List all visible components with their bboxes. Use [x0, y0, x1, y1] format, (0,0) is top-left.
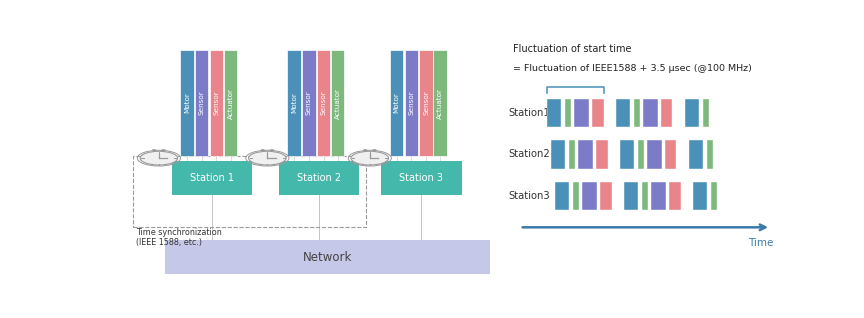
Bar — [569, 140, 575, 169]
Bar — [288, 50, 301, 156]
Bar — [592, 99, 604, 127]
Bar — [224, 50, 238, 156]
Bar — [643, 99, 658, 127]
Bar — [550, 140, 565, 169]
Bar — [633, 99, 639, 127]
Bar — [574, 99, 588, 127]
Text: Time synchronization
(IEEE 1588, etc.): Time synchronization (IEEE 1588, etc.) — [137, 228, 222, 247]
Bar — [702, 99, 708, 127]
Circle shape — [351, 151, 389, 165]
Text: Actuator: Actuator — [437, 87, 443, 119]
Bar — [669, 182, 681, 210]
Text: Fluctuation of start time: Fluctuation of start time — [513, 44, 632, 54]
Text: Station3: Station3 — [508, 191, 550, 201]
Bar — [596, 140, 607, 169]
Text: Sensor: Sensor — [423, 91, 429, 115]
Circle shape — [261, 149, 264, 151]
Text: = Fluctuation of IEEE1588 + 3.5 μsec (@100 MHz): = Fluctuation of IEEE1588 + 3.5 μsec (@1… — [513, 64, 752, 73]
Text: Station 3: Station 3 — [399, 173, 443, 183]
Bar — [661, 99, 672, 127]
Bar — [600, 182, 612, 210]
Text: Network: Network — [302, 251, 352, 264]
Bar — [331, 50, 345, 156]
Bar — [547, 99, 562, 127]
Circle shape — [140, 151, 178, 165]
Text: Actuator: Actuator — [227, 87, 233, 119]
Text: Sensor: Sensor — [306, 91, 312, 115]
Bar — [390, 50, 403, 156]
Circle shape — [162, 149, 165, 151]
Text: Station 2: Station 2 — [297, 173, 341, 183]
Text: Actuator: Actuator — [334, 87, 340, 119]
Text: Motor: Motor — [184, 93, 190, 114]
Bar — [711, 182, 716, 210]
Text: Time: Time — [748, 238, 773, 248]
Bar — [578, 140, 593, 169]
Bar — [419, 50, 433, 156]
Text: Sensor: Sensor — [321, 91, 327, 115]
Bar — [647, 140, 662, 169]
Bar — [181, 50, 194, 156]
Text: Station1: Station1 — [508, 108, 550, 118]
Bar — [624, 182, 638, 210]
Bar — [555, 182, 569, 210]
Bar — [689, 140, 703, 169]
Text: Sensor: Sensor — [409, 91, 415, 115]
Circle shape — [152, 149, 156, 151]
Text: Motor: Motor — [394, 93, 399, 114]
Circle shape — [372, 149, 377, 151]
Bar — [651, 182, 666, 210]
Circle shape — [249, 151, 286, 165]
Bar — [665, 140, 677, 169]
Bar — [279, 161, 359, 195]
Bar — [573, 182, 579, 210]
Bar — [381, 161, 461, 195]
Text: Motor: Motor — [291, 93, 297, 114]
Bar — [434, 50, 447, 156]
Bar — [638, 140, 644, 169]
Bar — [210, 50, 223, 156]
Bar — [684, 99, 699, 127]
Bar — [582, 182, 597, 210]
Bar — [404, 50, 418, 156]
Bar — [707, 140, 713, 169]
Text: Station 1: Station 1 — [190, 173, 234, 183]
Text: Station2: Station2 — [508, 149, 550, 159]
Bar — [172, 161, 252, 195]
Bar — [642, 182, 648, 210]
Bar — [619, 140, 634, 169]
Circle shape — [363, 149, 367, 151]
Bar — [165, 240, 490, 274]
Text: Sensor: Sensor — [213, 91, 219, 115]
Bar — [693, 182, 708, 210]
Circle shape — [270, 149, 274, 151]
Bar — [195, 50, 208, 156]
Bar — [565, 99, 571, 127]
Text: Sensor: Sensor — [199, 91, 205, 115]
Bar — [302, 50, 315, 156]
Bar — [317, 50, 330, 156]
Bar — [133, 156, 365, 227]
Bar — [615, 99, 631, 127]
